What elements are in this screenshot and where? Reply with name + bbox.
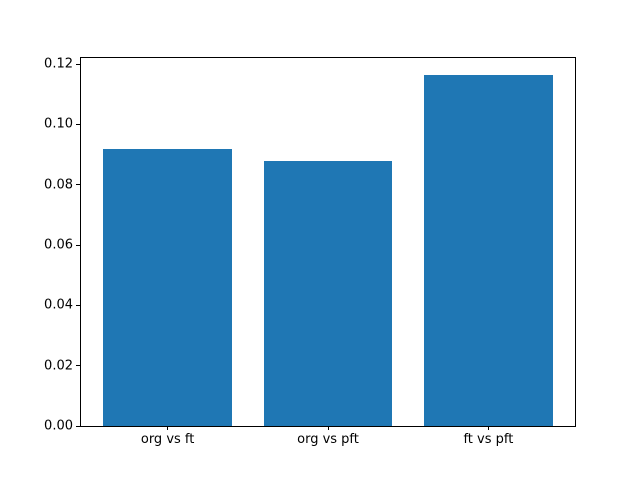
y-tick-label: 0.04	[44, 297, 73, 313]
x-tick-label: org vs ft	[140, 432, 195, 447]
x-tick-label: org vs pft	[297, 432, 359, 447]
y-tick	[76, 365, 80, 367]
plot-area: org vs ft org vs pft ft vs pft 0.00 0.02 0.04…	[44, 57, 576, 447]
bar-org-vs-pft	[263, 160, 393, 426]
x-tick-label: ft vs pft	[463, 432, 514, 447]
y-tick-label: 0.06	[44, 237, 73, 253]
x-tick	[167, 426, 169, 430]
bar-ft-vs-pft	[424, 75, 553, 426]
x-tick	[487, 426, 489, 430]
y-tick	[76, 123, 80, 125]
y-tick	[76, 244, 80, 246]
y-tick-label: 0.12	[44, 56, 73, 72]
y-tick	[76, 63, 80, 65]
y-tick	[76, 184, 80, 186]
y-tick-label: 0.00	[44, 418, 73, 434]
y-tick	[76, 425, 80, 427]
y-tick-label: 0.10	[44, 116, 73, 132]
y-tick-label: 0.02	[44, 358, 73, 374]
y-tick-label: 0.08	[44, 177, 73, 193]
x-tick	[327, 426, 329, 430]
y-tick	[76, 304, 80, 306]
bar-org-vs-ft	[103, 149, 232, 426]
